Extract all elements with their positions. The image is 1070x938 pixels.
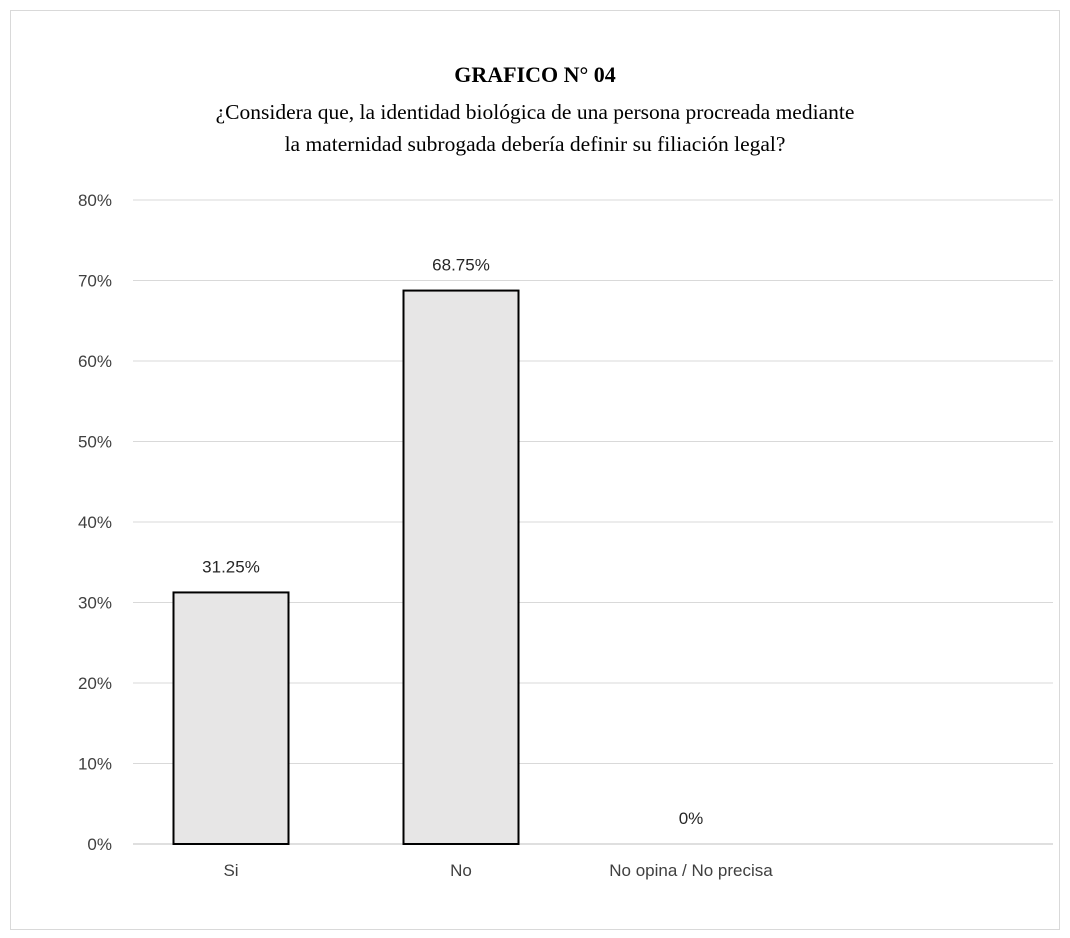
- y-tick-label: 80%: [78, 191, 112, 210]
- y-tick-label: 60%: [78, 352, 112, 371]
- x-category-label: No: [450, 861, 472, 880]
- x-category-label: Si: [223, 861, 238, 880]
- chart-subtitle: ¿Considera que, la identidad biológica d…: [0, 96, 1070, 160]
- data-label: 31.25%: [202, 557, 260, 576]
- y-tick-label: 70%: [78, 272, 112, 291]
- data-label: 0%: [679, 809, 704, 828]
- y-tick-label: 50%: [78, 433, 112, 452]
- y-tick-label: 20%: [78, 674, 112, 693]
- chart-title: GRAFICO N° 04: [454, 62, 616, 87]
- y-tick-label: 40%: [78, 513, 112, 532]
- y-tick-label: 0%: [87, 835, 112, 854]
- data-label: 68.75%: [432, 256, 490, 275]
- bar: [402, 289, 520, 845]
- x-category-label: No opina / No precisa: [609, 861, 773, 880]
- chart-subtitle-line-2: la maternidad subrogada debería definir …: [284, 132, 786, 156]
- y-tick-label: 30%: [78, 594, 112, 613]
- y-tick-label: 10%: [78, 755, 112, 774]
- chart-subtitle-line-1: ¿Considera que, la identidad biológica d…: [215, 100, 855, 124]
- bar: [172, 591, 290, 845]
